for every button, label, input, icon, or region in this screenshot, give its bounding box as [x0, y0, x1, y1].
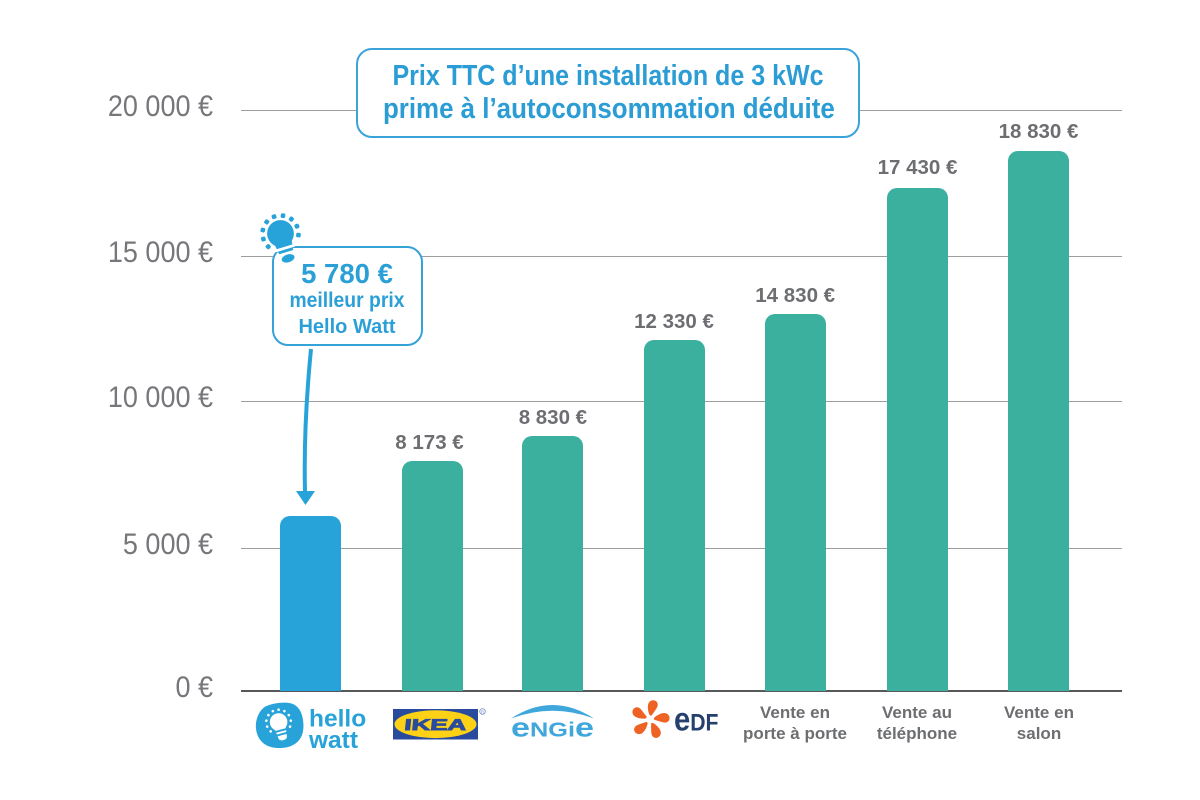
- svg-text:IKEA: IKEA: [403, 717, 467, 734]
- svg-text:watt: watt: [308, 727, 358, 754]
- svg-text:R: R: [481, 709, 485, 714]
- svg-text:hello: hello: [309, 706, 366, 733]
- svg-text:eDF: eDF: [674, 701, 719, 738]
